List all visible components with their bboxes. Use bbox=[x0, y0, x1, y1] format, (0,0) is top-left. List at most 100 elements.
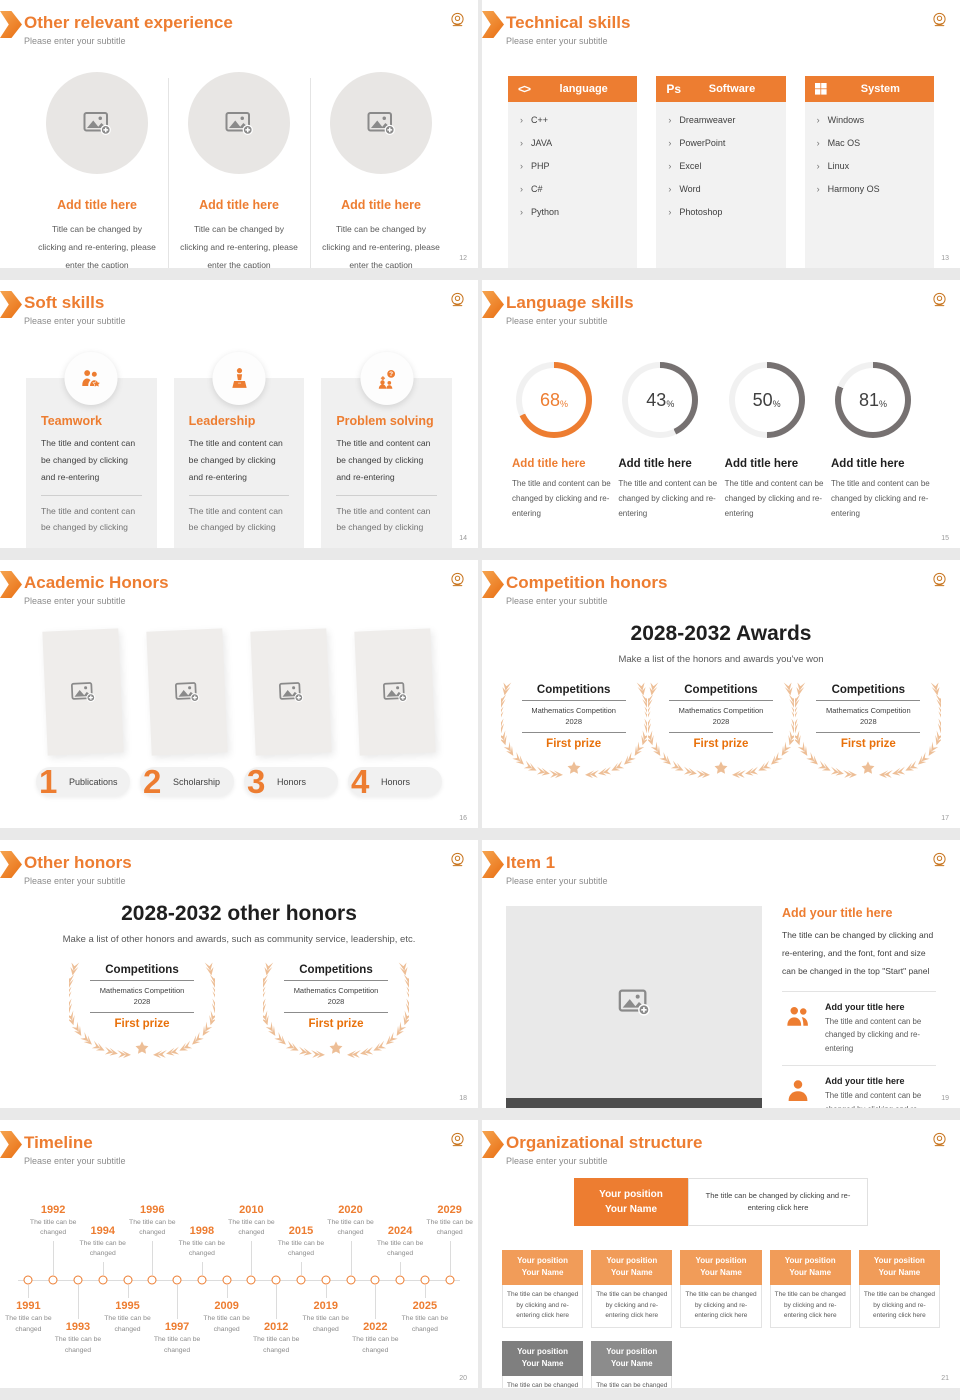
wreath-text: Competitions Mathematics Competition 2028… bbox=[816, 684, 921, 750]
donut-value: 81% bbox=[858, 389, 887, 410]
slide-12-other-relevant-experience[interactable]: Other relevant experience Please enter y… bbox=[0, 0, 478, 268]
timeline-event: 2020 The title can be changed bbox=[327, 1192, 374, 1368]
slide-21-organizational-structure[interactable]: Organizational structure Please enter yo… bbox=[482, 1120, 960, 1388]
slide-17-competition-honors[interactable]: Competition honors Please enter your sub… bbox=[482, 560, 960, 828]
timeline-connector bbox=[325, 1285, 327, 1298]
item-text-block: Add your title here The title can be cha… bbox=[782, 906, 936, 1108]
skill-list-item: JAVA bbox=[520, 138, 625, 148]
windows-icon bbox=[814, 83, 837, 95]
skill-column-software: Ps Software Dreamweaver PowerPoint Excel Wo… bbox=[656, 76, 786, 268]
timeline-year: 2015 bbox=[288, 1224, 314, 1237]
item-caption: Title can be changed by clicking and re-… bbox=[38, 224, 156, 268]
header-arrow-icon bbox=[482, 291, 504, 318]
skill-list-item: C# bbox=[520, 184, 625, 194]
slide-13-technical-skills[interactable]: Technical skills Please enter your subti… bbox=[482, 0, 960, 268]
timeline-caption: The title can be changed bbox=[54, 1336, 102, 1354]
slide-header: Soft skills Please enter your subtitle bbox=[0, 280, 478, 326]
slide-14-soft-skills[interactable]: Soft skills Please enter your subtitle T… bbox=[0, 280, 478, 548]
wreath-text: Competitions Mathematics Competition 2028… bbox=[90, 964, 194, 1030]
timeline-dot bbox=[172, 1275, 182, 1285]
divider bbox=[188, 495, 290, 497]
timeline-caption: The title can be changed bbox=[352, 1336, 399, 1354]
item-title: Add title here bbox=[57, 198, 137, 212]
image-placeholder[interactable] bbox=[354, 628, 436, 756]
donut-value: 50% bbox=[752, 389, 781, 410]
language-gauges: 68% Add title here The title and content… bbox=[482, 326, 960, 521]
svg-text:?: ? bbox=[389, 371, 393, 378]
org-top-row: Your position Your Name The title can be… bbox=[502, 1178, 940, 1226]
timeline-label: 2009 The title can be changed bbox=[200, 1300, 254, 1335]
org-card-body: The title can be changed by clicking and… bbox=[502, 1375, 584, 1388]
icon-circle: ? bbox=[360, 352, 414, 405]
honor-number: 2 bbox=[143, 762, 162, 800]
timeline-events: 1991 The title can be changed 1992 The t… bbox=[5, 1192, 473, 1368]
language-gauge-item: 50% Add title here The title and content… bbox=[725, 362, 824, 521]
image-placeholder[interactable] bbox=[506, 906, 762, 1098]
org-children-row-2: Your position Your Name The title can be … bbox=[502, 1340, 940, 1388]
timeline-year: 1991 bbox=[16, 1300, 41, 1312]
timeline-label: 1991 The title can be changed bbox=[1, 1300, 55, 1335]
column-label: language bbox=[559, 83, 608, 95]
header-arrow-icon bbox=[482, 571, 504, 598]
experience-item: Add title here Title can be changed by c… bbox=[310, 72, 452, 268]
card-body-secondary: The title and content can be changed by … bbox=[188, 506, 283, 532]
slide-19-item-1[interactable]: Item 1 Please enter your subtitle The ti… bbox=[482, 840, 960, 1108]
experience-item: Add title here Title can be changed by c… bbox=[168, 72, 310, 268]
timeline-caption: The title can be changed bbox=[401, 1315, 449, 1333]
timeline-label: 2010 The title can be changed bbox=[224, 1204, 278, 1239]
skill-list-item: Dreamweaver bbox=[668, 115, 773, 125]
timeline-event: 1997 The title can be changed bbox=[154, 1192, 200, 1368]
honor-label: Honors bbox=[277, 776, 307, 787]
column-header: Ps Software bbox=[656, 76, 786, 102]
slide-16-academic-honors[interactable]: Academic Honors Please enter your subtit… bbox=[0, 560, 478, 828]
column-label: System bbox=[860, 83, 900, 95]
timeline-connector bbox=[350, 1241, 352, 1275]
image-placeholder[interactable] bbox=[188, 72, 290, 174]
slide-title: Item 1 bbox=[506, 853, 556, 872]
timeline-connector bbox=[251, 1241, 253, 1275]
timeline: 1991 The title can be changed 1992 The t… bbox=[5, 1192, 473, 1368]
timeline-dot bbox=[445, 1275, 455, 1285]
slide-18-other-honors[interactable]: Other honors Please enter your subtitle … bbox=[0, 840, 478, 1108]
slide-15-language-skills[interactable]: Language skills Please enter your subtit… bbox=[482, 280, 960, 548]
slide-subtitle: Please enter your subtitle bbox=[506, 316, 608, 326]
slide-subtitle: Please enter your subtitle bbox=[24, 36, 126, 46]
timeline-event: 1998 The title can be changed bbox=[179, 1192, 225, 1368]
page-number: 12 bbox=[459, 255, 467, 262]
timeline-connector bbox=[276, 1285, 278, 1319]
slide-20-timeline[interactable]: Timeline Please enter your subtitle 1991… bbox=[0, 1120, 478, 1388]
image-placeholder[interactable] bbox=[46, 72, 148, 174]
org-card-header: Your position Your Name bbox=[502, 1340, 584, 1376]
skill-column-system: System Windows Mac OS Linux Harmony OS bbox=[804, 76, 934, 268]
timeline-connector bbox=[177, 1285, 179, 1319]
image-placeholder[interactable] bbox=[42, 628, 124, 756]
honor-item: 3 Honors bbox=[244, 628, 338, 798]
header-arrow-icon bbox=[0, 11, 22, 38]
timeline-event: 2019 The title can be changed bbox=[303, 1192, 349, 1368]
school-logo-icon bbox=[451, 12, 464, 27]
org-card-header: Your position Your Name bbox=[769, 1250, 851, 1285]
slide-subtitle: Please enter your subtitle bbox=[506, 36, 608, 46]
timeline-year: 2009 bbox=[214, 1300, 239, 1312]
image-placeholder[interactable] bbox=[146, 628, 228, 756]
slide-subtitle: Please enter your subtitle bbox=[506, 876, 608, 886]
code-icon: <> bbox=[518, 82, 531, 96]
timeline-dot bbox=[395, 1275, 405, 1285]
gauge-title: Add title here bbox=[512, 458, 586, 470]
skill-list-item: Windows bbox=[817, 115, 922, 125]
timeline-caption: The title can be changed bbox=[376, 1239, 424, 1258]
image-placeholder[interactable] bbox=[330, 72, 432, 174]
award-wreaths: Competitions Mathematics Competition 2028… bbox=[482, 665, 960, 789]
school-logo-icon bbox=[933, 1132, 946, 1147]
icon-circle bbox=[64, 352, 118, 405]
timeline-connector bbox=[127, 1285, 129, 1298]
experience-items: Add title here Title can be changed by c… bbox=[0, 46, 478, 268]
org-root-box: Your position Your Name bbox=[574, 1178, 688, 1226]
soft-skill-card-leadership: Leadership The title and content can be … bbox=[173, 352, 305, 548]
page-number: 13 bbox=[941, 255, 949, 262]
wreath-prize: First prize bbox=[308, 1017, 364, 1030]
slide-title: Timeline bbox=[24, 1133, 93, 1152]
image-placeholder[interactable] bbox=[250, 628, 332, 756]
org-card-header: Your position Your Name bbox=[591, 1340, 673, 1376]
honor-number: 4 bbox=[351, 762, 370, 800]
